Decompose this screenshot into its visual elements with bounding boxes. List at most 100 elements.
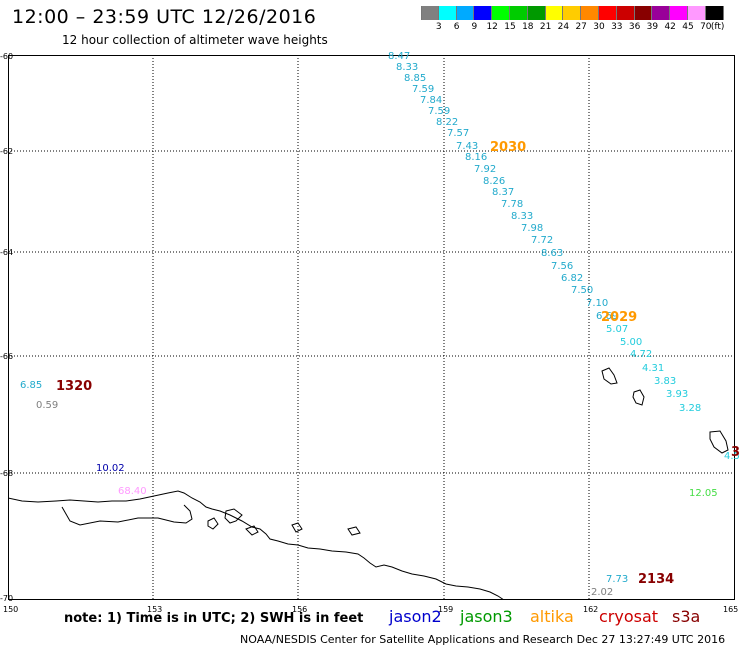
coastline-islet-2 bbox=[224, 508, 243, 524]
wave-height-label: 0.59 bbox=[36, 400, 59, 411]
lat-label-64: -64 bbox=[0, 248, 14, 257]
wave-height-label: 12.05 bbox=[689, 488, 718, 499]
lat-label-66: -66 bbox=[0, 352, 14, 361]
wave-height-label: 4.72 bbox=[630, 349, 653, 360]
wave-height-label: 5.00 bbox=[620, 337, 643, 348]
antarctic-coastline bbox=[8, 490, 505, 600]
lat-label-60: -60 bbox=[0, 52, 14, 61]
wave-height-label: 10.02 bbox=[96, 463, 125, 474]
wave-height-label: 3.83 bbox=[654, 376, 677, 387]
wave-height-label: 7.92 bbox=[474, 164, 497, 175]
wave-height-label: 7.73 bbox=[606, 574, 629, 585]
wave-height-label: 4.31 bbox=[642, 363, 665, 374]
satellite-label-cryosat: cryosat bbox=[599, 607, 659, 626]
lon-label-153: 153 bbox=[147, 605, 163, 614]
lat-label-68: -68 bbox=[0, 469, 14, 478]
wave-height-label: 7.57 bbox=[447, 128, 470, 139]
legend-swatch bbox=[634, 6, 653, 20]
legend-tick-label: 18 bbox=[522, 22, 534, 32]
legend-swatch bbox=[492, 6, 510, 20]
map-subtitle: 12 hour collection of altimeter wave hei… bbox=[62, 33, 328, 47]
wave-height-label: 8.63 bbox=[541, 248, 564, 259]
lat-label-70: -70 bbox=[0, 594, 14, 603]
time-tag: 36 bbox=[731, 445, 740, 460]
lon-label-156: 156 bbox=[292, 605, 308, 614]
time-tag: 2030 bbox=[490, 140, 527, 155]
wave-height-label: 8.37 bbox=[492, 187, 515, 198]
lat-label-62: -62 bbox=[0, 147, 14, 156]
legend-tick-label: 24 bbox=[557, 22, 570, 32]
legend-tick-label: 36 bbox=[628, 22, 641, 32]
wave-height-label: 7.59 bbox=[412, 84, 435, 95]
island-2 bbox=[632, 389, 645, 406]
time-tag: 2029 bbox=[601, 310, 638, 325]
footer-credit: NOAA/NESDIS Center for Satellite Applica… bbox=[240, 633, 726, 646]
wave-height-label: 7.59 bbox=[428, 106, 451, 117]
coastline-inlet bbox=[61, 504, 193, 526]
legend-color-bar bbox=[421, 6, 724, 20]
coastline-islet-3 bbox=[245, 525, 259, 536]
map-title: 12:00 – 23:59 UTC 12/26/2016 bbox=[12, 6, 317, 28]
legend-swatch bbox=[563, 6, 582, 20]
wave-height-label: 7.56 bbox=[551, 261, 574, 272]
island-1 bbox=[601, 367, 618, 385]
plot-frame bbox=[8, 55, 735, 600]
wave-height-label: 3.93 bbox=[666, 389, 689, 400]
legend-tick-label: 45 bbox=[682, 22, 694, 32]
wave-height-label: 7.43 bbox=[456, 141, 479, 152]
legend-tick-label: 27 bbox=[575, 22, 587, 32]
wave-height-label: 8.16 bbox=[465, 152, 488, 163]
wave-height-label: 3.28 bbox=[679, 403, 702, 414]
legend-swatch bbox=[545, 6, 564, 20]
lon-label-159: 159 bbox=[438, 605, 454, 614]
legend-swatch bbox=[456, 6, 475, 20]
wave-height-label: 6.85 bbox=[20, 380, 43, 391]
wave-height-label: 8.33 bbox=[511, 211, 534, 222]
legend-tick-label: 3 bbox=[435, 22, 442, 32]
units-note: note: 1) Time is in UTC; 2) SWH is in fe… bbox=[64, 611, 364, 626]
wave-height-label: 8.47 bbox=[388, 51, 411, 62]
legend-tick-label: 39 bbox=[646, 22, 659, 32]
legend-swatch bbox=[527, 6, 546, 20]
wave-height-label: 7.98 bbox=[521, 223, 544, 234]
wave-height-label: 7.78 bbox=[501, 199, 524, 210]
legend-swatch bbox=[705, 6, 724, 20]
legend-tick-label: 42 bbox=[664, 22, 676, 32]
legend-swatch bbox=[652, 6, 671, 20]
legend-tick-label: 33 bbox=[611, 22, 623, 32]
time-tag: 2134 bbox=[638, 572, 675, 587]
graticule bbox=[8, 55, 735, 600]
legend-swatch bbox=[670, 6, 688, 20]
wave-height-label: 68.40 bbox=[118, 486, 147, 497]
legend-swatch bbox=[581, 6, 599, 20]
legend-swatch bbox=[438, 6, 457, 20]
legend-swatch bbox=[474, 6, 493, 20]
legend-tick-label: 21 bbox=[539, 22, 552, 32]
wave-height-label: 7.50 bbox=[571, 285, 594, 296]
legend-swatch bbox=[509, 6, 528, 20]
legend-tick-label: 30 bbox=[593, 22, 605, 32]
legend-tick-label: (ft) bbox=[710, 22, 725, 32]
legend-swatch bbox=[421, 6, 439, 20]
legend-swatch bbox=[687, 6, 706, 20]
satellite-label-jason3: jason3 bbox=[460, 607, 513, 626]
coastline-islet-5 bbox=[347, 526, 361, 536]
wave-height-label: 5.07 bbox=[606, 324, 629, 335]
wave-height-label: 8.26 bbox=[483, 176, 506, 187]
lon-label-150: 150 bbox=[3, 605, 19, 614]
time-tag: 1320 bbox=[56, 379, 93, 394]
legend-tick-label: 6 bbox=[453, 22, 460, 32]
legend-tick-label: 12 bbox=[486, 22, 498, 32]
coastline bbox=[8, 367, 729, 600]
lon-label-162: 162 bbox=[583, 605, 599, 614]
wave-height-label: 6.69 bbox=[596, 311, 619, 322]
wave-height-label: 2.02 bbox=[591, 587, 614, 598]
lon-label-165: 165 bbox=[723, 605, 739, 614]
legend-tick-label: 15 bbox=[504, 22, 516, 32]
island-3 bbox=[709, 430, 729, 454]
legend-labels: 3 6 9 12 15 18 21 24 27 30 33 36 39 42 45 70 (ft) bbox=[421, 20, 724, 32]
wave-height-label: 8.33 bbox=[396, 62, 419, 73]
legend-tick-label: 9 bbox=[471, 22, 478, 32]
wave-height-label: 7.84 bbox=[420, 95, 443, 106]
